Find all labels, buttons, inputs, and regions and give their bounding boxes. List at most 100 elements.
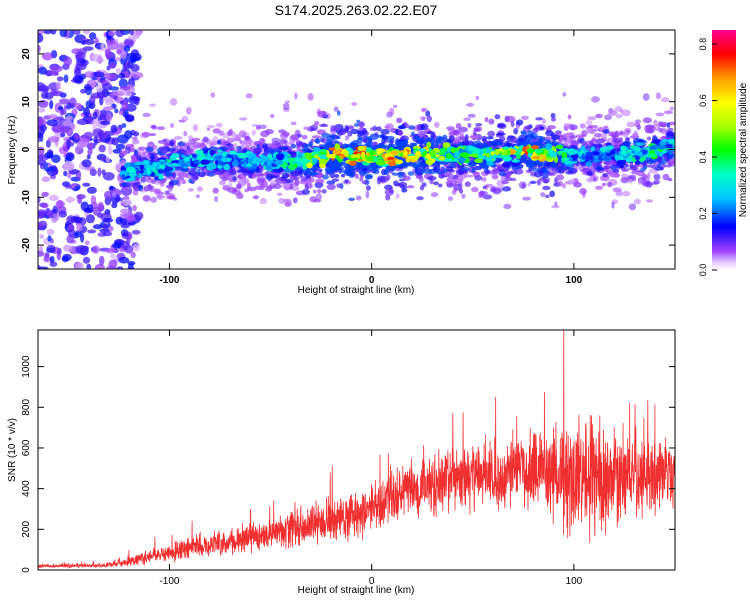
heat-cell <box>601 182 606 187</box>
heat-cell <box>348 160 357 166</box>
heat-cell <box>649 145 658 150</box>
heat-cell <box>192 124 198 132</box>
heat-cell <box>244 139 254 144</box>
heat-cell <box>423 168 433 174</box>
heat-cell <box>593 151 600 156</box>
heat-cell <box>435 170 444 175</box>
heat-cell <box>611 201 615 209</box>
heat-cell <box>542 170 550 175</box>
heat-cell <box>47 136 60 143</box>
heat-cell <box>217 139 222 145</box>
heat-cell <box>397 172 404 179</box>
heat-cell <box>86 214 95 224</box>
heat-cell <box>131 71 144 79</box>
heat-cell <box>668 156 672 160</box>
heat-cell <box>75 262 84 269</box>
heat-cell <box>86 263 92 269</box>
heat-cell <box>335 155 340 160</box>
heat-cell <box>365 190 370 199</box>
heat-cell <box>318 158 328 165</box>
heat-cell <box>147 176 152 181</box>
heat-cell <box>558 169 565 174</box>
heat-cell <box>261 138 266 144</box>
heat-cell <box>304 152 312 158</box>
heat-cell <box>141 131 151 138</box>
heat-cell <box>246 163 252 168</box>
heat-cell <box>38 159 47 166</box>
heat-cell <box>146 146 154 153</box>
heat-cell <box>665 164 672 168</box>
heat-cell <box>407 171 415 176</box>
heat-cell <box>621 150 628 156</box>
heat-cell <box>150 196 158 203</box>
heat-cell <box>188 139 194 144</box>
y-tick-label: 0 <box>21 146 32 152</box>
heat-cell <box>49 194 59 201</box>
heat-cell <box>103 106 114 111</box>
heat-cell <box>498 169 506 173</box>
heat-cell <box>481 177 487 182</box>
heat-cell <box>265 165 273 171</box>
heat-cell <box>284 202 292 207</box>
heat-cell <box>357 136 363 141</box>
heat-cell <box>421 108 426 113</box>
heat-cell <box>334 143 341 151</box>
heat-cell <box>87 148 93 156</box>
heat-cell <box>40 162 44 170</box>
heat-cell <box>92 111 98 120</box>
heat-cell <box>310 127 316 131</box>
heat-cell <box>391 172 399 176</box>
heat-cell <box>276 192 283 196</box>
heat-cell <box>301 134 308 140</box>
heat-cell <box>612 187 622 193</box>
heat-cell <box>315 193 322 201</box>
heat-cell <box>93 71 105 78</box>
heat-cell <box>318 151 325 155</box>
heat-cell <box>366 155 374 162</box>
heat-cell <box>74 185 81 191</box>
heat-cell <box>202 136 209 143</box>
heat-cell <box>631 156 636 163</box>
heat-cell <box>521 182 526 189</box>
heat-cell <box>163 177 168 181</box>
heat-cell <box>490 151 495 156</box>
heat-cell <box>130 64 140 72</box>
heat-cell <box>624 168 630 172</box>
heat-cell <box>281 183 291 189</box>
heat-cell <box>469 146 479 152</box>
heat-cell <box>595 185 604 190</box>
heat-cell <box>226 137 235 144</box>
heat-cell <box>350 154 360 158</box>
heat-cell <box>83 107 90 117</box>
heat-cell <box>491 174 499 180</box>
heat-cell <box>386 174 391 181</box>
heat-cell <box>66 102 72 110</box>
heat-cell <box>566 137 574 143</box>
heat-cell <box>340 173 346 178</box>
heat-cell <box>365 185 371 191</box>
heat-cell <box>38 196 41 204</box>
heat-cell <box>243 178 250 184</box>
heat-cell <box>119 85 131 91</box>
heat-cell <box>113 90 125 97</box>
heat-cell <box>62 253 72 261</box>
heat-cell <box>602 173 608 177</box>
heat-cell <box>126 215 136 223</box>
heat-cell <box>395 193 400 199</box>
heat-cell <box>38 107 46 113</box>
heat-cell <box>186 107 192 115</box>
heat-cell <box>57 247 62 255</box>
heat-cell <box>58 210 67 218</box>
heat-cell <box>348 125 355 130</box>
heat-cell <box>82 182 91 187</box>
heat-cell <box>355 195 362 201</box>
heat-cell <box>426 115 432 123</box>
heat-cell <box>534 171 542 178</box>
heat-cell <box>171 172 177 179</box>
heat-cell <box>622 130 629 138</box>
heat-cell <box>311 135 322 139</box>
heat-cell <box>464 181 471 187</box>
heat-cell <box>97 55 102 65</box>
heat-cell <box>628 166 638 171</box>
heat-cell <box>587 116 597 121</box>
